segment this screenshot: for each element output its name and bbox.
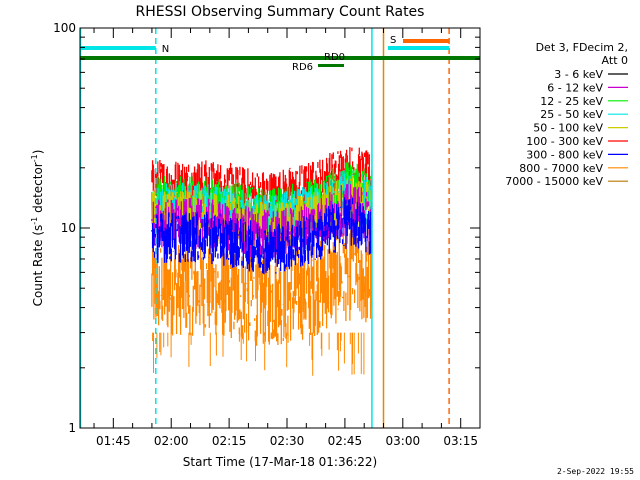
legend-header: Det 3, FDecim 2, bbox=[536, 41, 628, 54]
legend-header: Att 0 bbox=[602, 54, 628, 67]
trace-800-7000-kev-dropouts bbox=[152, 332, 365, 376]
x-tick-label: 02:15 bbox=[212, 434, 247, 448]
trace-300-800-kev bbox=[151, 197, 373, 275]
x-tick-label: 02:00 bbox=[154, 434, 189, 448]
night-bar bbox=[80, 46, 156, 50]
y-tick-label: 10 bbox=[61, 221, 76, 235]
legend-label: 800 - 7000 keV bbox=[519, 162, 603, 175]
footer-date: 2-Sep-2022 19:55 bbox=[556, 467, 634, 476]
green-state-bar bbox=[80, 56, 480, 60]
x-tick-label: 02:30 bbox=[270, 434, 305, 448]
legend-label: 300 - 800 keV bbox=[526, 148, 603, 161]
x-tick-label: 03:00 bbox=[386, 434, 421, 448]
saa-orange-bar bbox=[403, 39, 450, 43]
legend-label: 25 - 50 keV bbox=[540, 108, 603, 121]
y-axis-label-sup1: -1 bbox=[30, 217, 39, 225]
x-axis-label: Start Time (17-Mar-18 01:36:22) bbox=[183, 455, 377, 469]
legend-label: 7000 - 15000 keV bbox=[505, 175, 603, 188]
x-tick-label: 01:45 bbox=[96, 434, 131, 448]
count-rate-traces bbox=[151, 147, 373, 376]
x-axis: 01:45 02:00 02:15 02:30 02:45 03:00 03:15 bbox=[93, 28, 481, 448]
chart-title: RHESSI Observing Summary Count Rates bbox=[136, 4, 425, 20]
y-axis-label-prefix: Count Rate (s bbox=[31, 225, 45, 307]
legend-label: 100 - 300 keV bbox=[526, 135, 603, 148]
rd0-label: RD0 bbox=[324, 52, 345, 63]
y-axis: 1 10 100 bbox=[53, 21, 480, 435]
x-tick-label: 02:45 bbox=[328, 434, 363, 448]
y-tick-label: 100 bbox=[53, 21, 76, 35]
y-axis-label: Count Rate (s-1 detector-1) bbox=[30, 150, 45, 307]
y-axis-label-suffix: ) bbox=[31, 150, 45, 155]
y-axis-label-sup2: -1 bbox=[30, 154, 39, 162]
x-tick-label: 03:15 bbox=[443, 434, 478, 448]
saa-label: S bbox=[390, 35, 396, 46]
y-tick-label: 1 bbox=[68, 421, 76, 435]
rd6-label: RD6 bbox=[292, 62, 313, 73]
legend-label: 50 - 100 keV bbox=[533, 122, 603, 135]
trace-800-7000-kev bbox=[151, 227, 373, 346]
legend-label: 6 - 12 keV bbox=[547, 81, 603, 94]
legend-label: 3 - 6 keV bbox=[554, 68, 603, 81]
y-axis-label-mid: detector bbox=[31, 162, 45, 217]
saa-cyan-bar bbox=[388, 46, 450, 50]
legend-label: 12 - 25 keV bbox=[540, 95, 603, 108]
night-label: N bbox=[162, 44, 169, 55]
rd6-bar bbox=[318, 64, 344, 67]
